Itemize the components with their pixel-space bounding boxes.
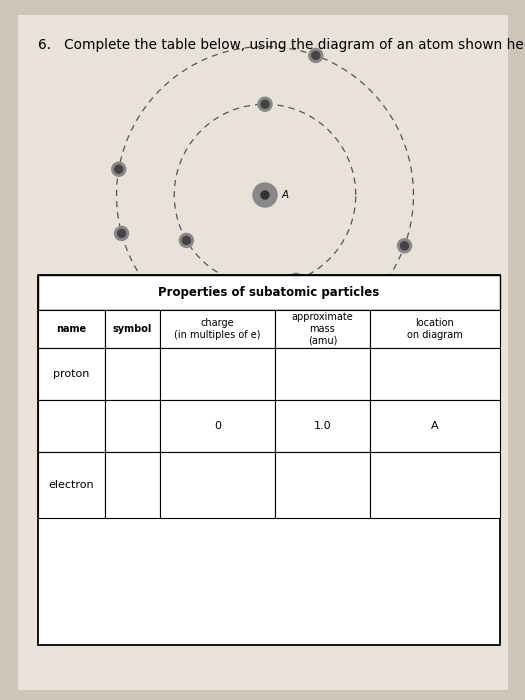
Circle shape: [115, 165, 123, 173]
Text: electron: electron: [49, 480, 94, 490]
Bar: [275, 400, 370, 452]
Text: 6.   Complete the table below, using the diagram of an atom shown here.: 6. Complete the table below, using the d…: [38, 38, 525, 52]
Circle shape: [180, 233, 193, 247]
Circle shape: [401, 241, 408, 250]
Bar: [38, 310, 105, 348]
Bar: [370, 310, 500, 348]
Bar: [105, 348, 160, 400]
Bar: [370, 400, 500, 452]
Circle shape: [258, 97, 272, 111]
Circle shape: [309, 48, 323, 62]
Bar: [38, 348, 105, 400]
Bar: [105, 400, 160, 452]
Text: charge
(in multiples of e): charge (in multiples of e): [174, 318, 261, 340]
Text: A: A: [431, 421, 439, 431]
Circle shape: [182, 237, 191, 244]
Bar: [160, 400, 275, 452]
Bar: [370, 348, 500, 400]
Bar: [160, 452, 275, 518]
Bar: [38, 452, 105, 518]
Circle shape: [232, 334, 246, 348]
Text: approximate
mass
(amu): approximate mass (amu): [291, 312, 353, 346]
Bar: [160, 348, 275, 400]
Circle shape: [114, 226, 129, 240]
Bar: [38, 275, 500, 310]
Bar: [370, 452, 500, 518]
Text: symbol: symbol: [113, 324, 152, 334]
Circle shape: [292, 276, 300, 284]
Text: Properties of subatomic particles: Properties of subatomic particles: [159, 286, 380, 299]
Bar: [275, 348, 370, 400]
Text: 1.0: 1.0: [314, 421, 331, 431]
Bar: [38, 275, 500, 645]
Bar: [105, 310, 160, 348]
Circle shape: [235, 337, 243, 345]
Bar: [38, 400, 105, 452]
Text: location
on diagram: location on diagram: [407, 318, 463, 340]
Bar: [160, 310, 275, 348]
Circle shape: [261, 100, 269, 108]
Circle shape: [312, 52, 320, 60]
Circle shape: [112, 162, 126, 176]
Text: name: name: [57, 324, 87, 334]
Circle shape: [253, 183, 277, 207]
Bar: [275, 310, 370, 348]
Text: 0: 0: [214, 421, 221, 431]
Bar: [275, 452, 370, 518]
Text: B: B: [375, 288, 382, 298]
Text: proton: proton: [54, 369, 90, 379]
Circle shape: [261, 191, 269, 199]
Circle shape: [118, 230, 125, 237]
Bar: [105, 452, 160, 518]
Text: A: A: [282, 190, 289, 200]
Circle shape: [289, 273, 303, 287]
Circle shape: [397, 239, 412, 253]
